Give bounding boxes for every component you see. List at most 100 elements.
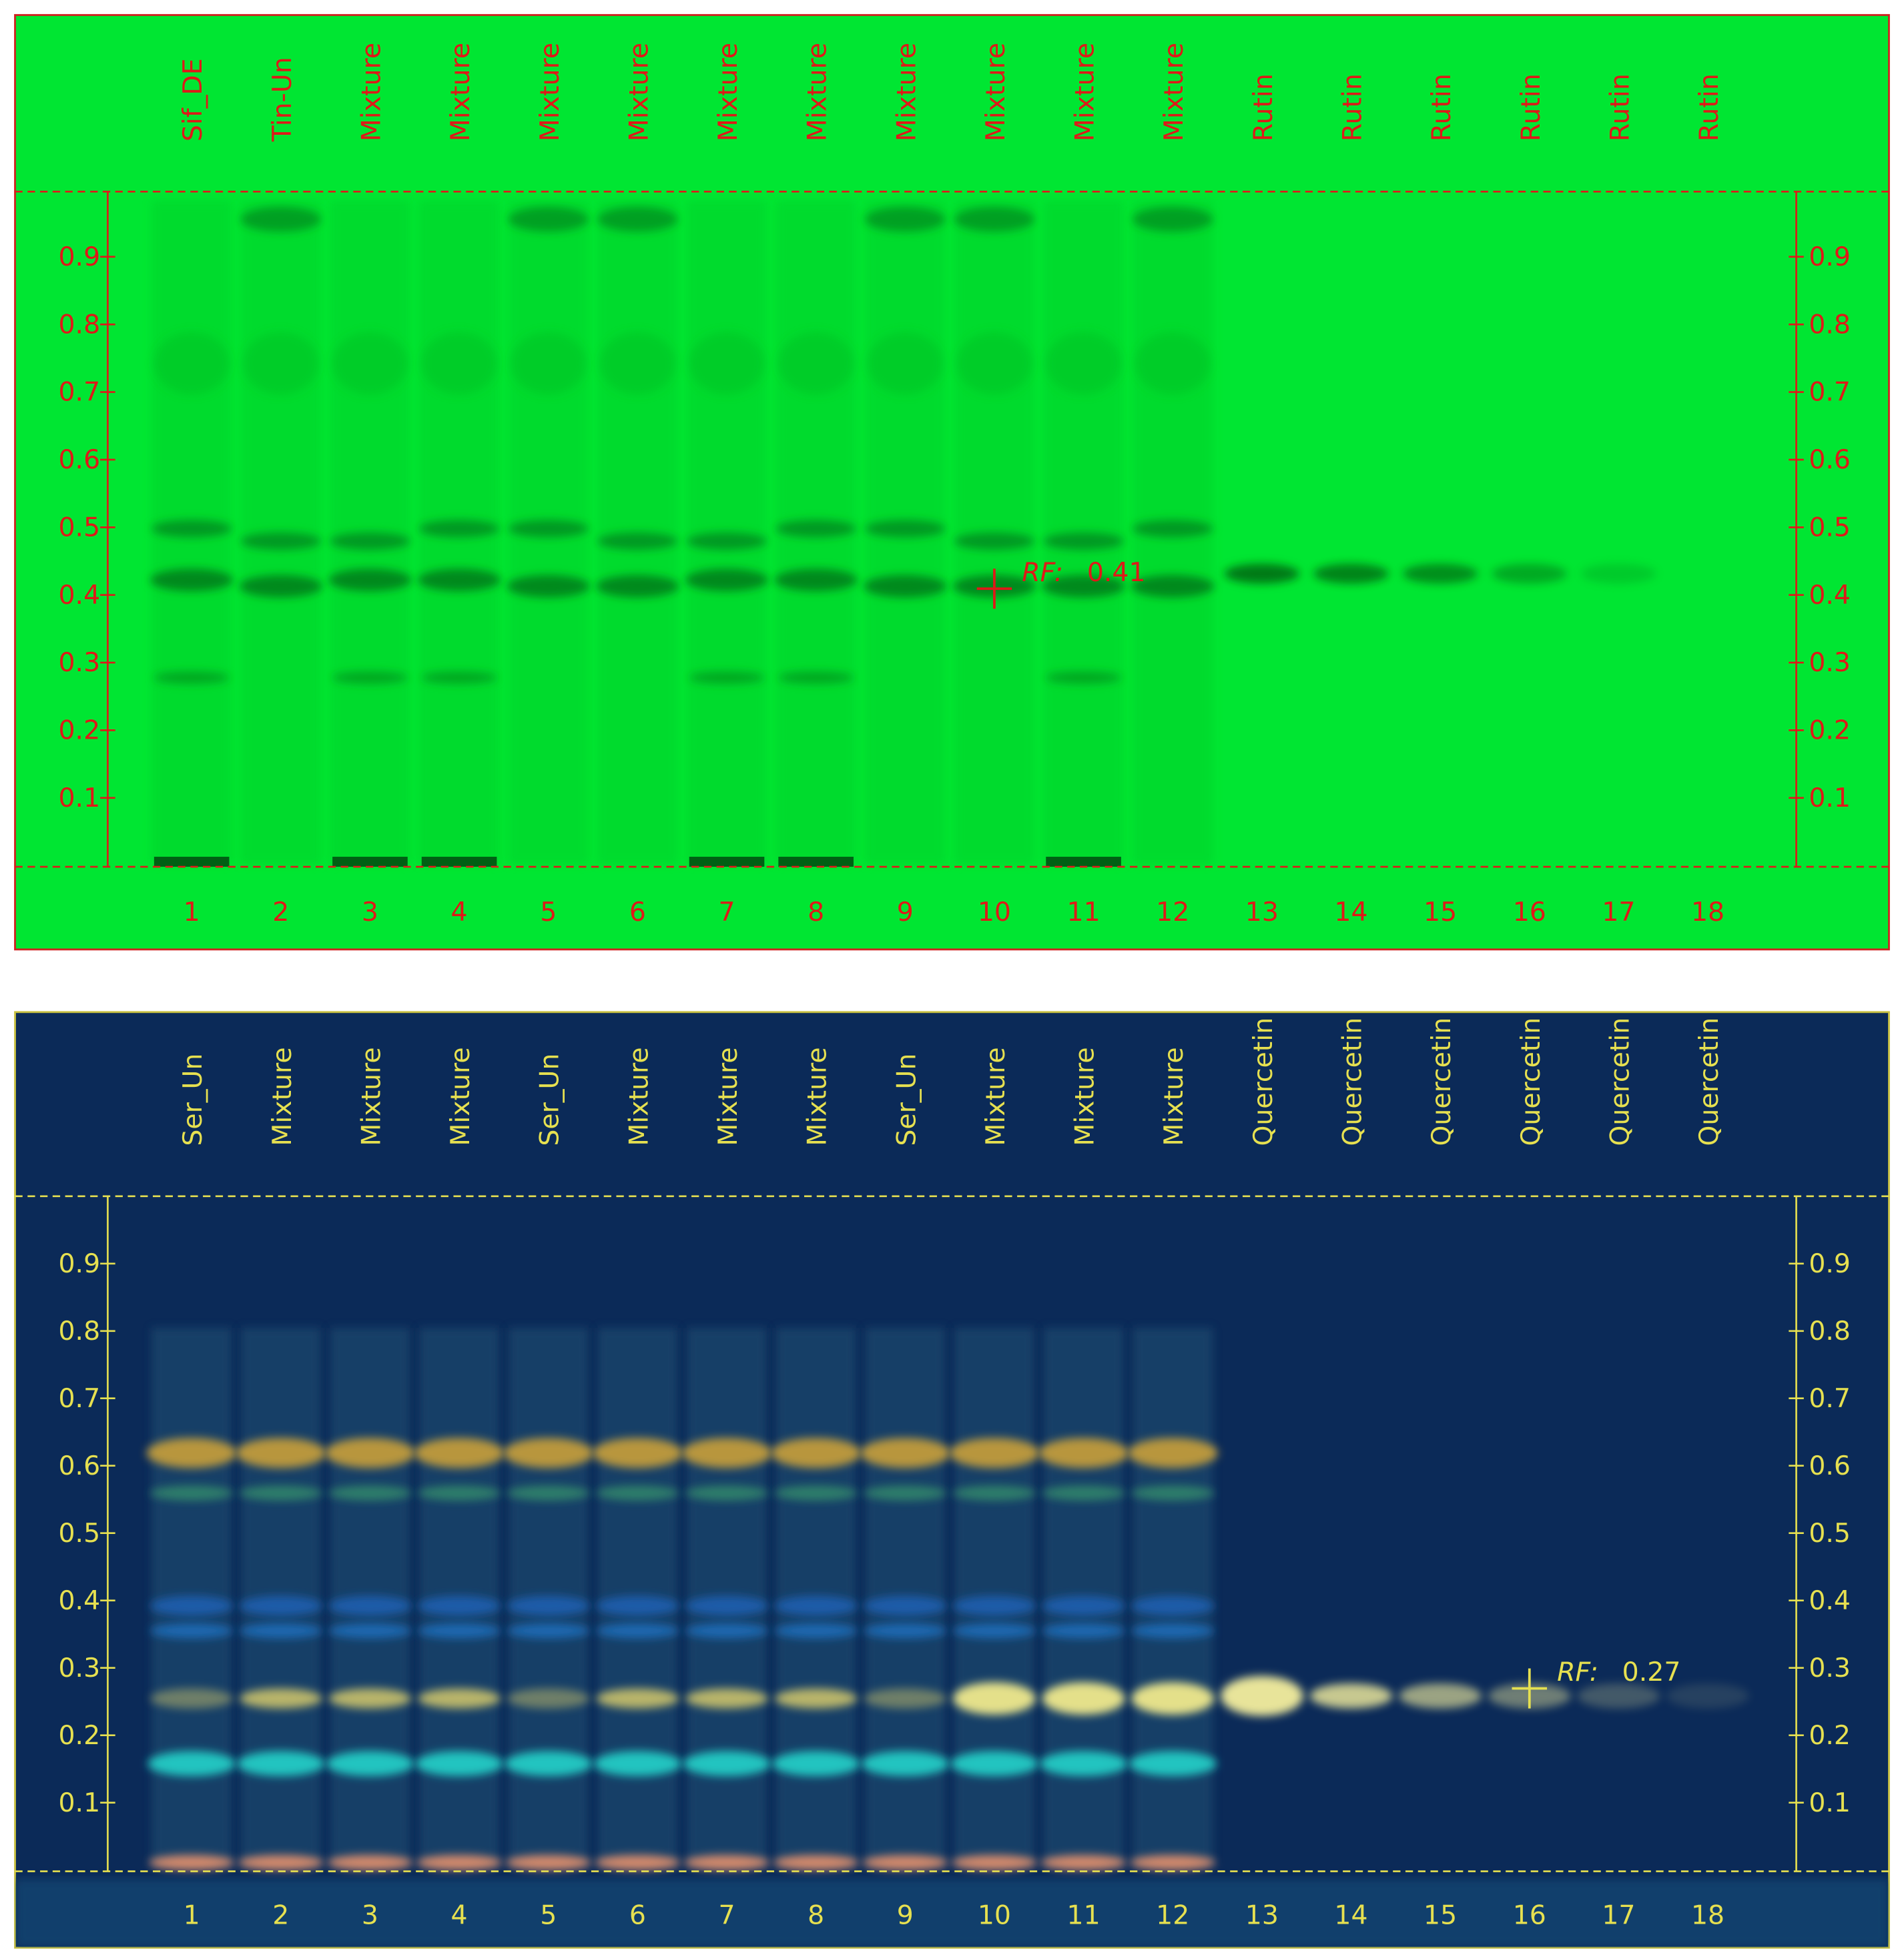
lane-number: 7 xyxy=(718,1900,735,1930)
lane-number: 9 xyxy=(897,897,914,927)
rf-label: 0.6 xyxy=(58,444,100,475)
lane-label: Mixture xyxy=(1159,1047,1189,1146)
band xyxy=(1040,1855,1127,1870)
band xyxy=(414,1438,505,1469)
rf-label: 0.6 xyxy=(1809,444,1851,475)
origin-spot xyxy=(421,857,497,867)
front-band xyxy=(865,206,946,232)
band xyxy=(236,1438,326,1469)
lane-label: Ser_Un xyxy=(891,1054,922,1146)
lane-label: Mixture xyxy=(445,1047,476,1146)
lane-number: 15 xyxy=(1423,897,1457,927)
band xyxy=(596,1688,679,1709)
plate-1 xyxy=(14,14,1890,951)
front-band xyxy=(1133,206,1213,232)
lane-label: Mixture xyxy=(623,1047,654,1146)
band xyxy=(689,332,765,395)
band xyxy=(239,1688,322,1709)
lane-streak xyxy=(597,200,678,865)
rf-annotation-label: RF: xyxy=(1022,557,1063,588)
band xyxy=(239,1485,322,1501)
band xyxy=(505,1751,593,1776)
band xyxy=(953,1623,1036,1639)
lane-label: Mixture xyxy=(1070,1047,1100,1146)
lane-label: Mixture xyxy=(980,1047,1011,1146)
band xyxy=(239,1623,322,1639)
lane-number: 16 xyxy=(1513,897,1546,927)
band xyxy=(861,1751,949,1776)
band xyxy=(953,1595,1036,1616)
band xyxy=(864,1485,947,1501)
band xyxy=(1042,574,1125,598)
rf-label: 0.2 xyxy=(1809,715,1851,746)
band xyxy=(418,1688,501,1709)
lane-number: 10 xyxy=(978,897,1011,927)
band xyxy=(507,1688,590,1709)
lane-number: 13 xyxy=(1245,1900,1279,1930)
lane-number: 13 xyxy=(1245,897,1279,927)
band xyxy=(1577,1683,1660,1709)
band xyxy=(332,671,408,684)
lane-number: 18 xyxy=(1691,1900,1724,1930)
band xyxy=(503,1438,594,1469)
lane-label: Mixture xyxy=(802,43,833,141)
rf-annotation-value: 0.27 xyxy=(1622,1657,1681,1687)
plate-edge xyxy=(15,1878,1889,1948)
lane-number: 8 xyxy=(808,1900,824,1930)
lane-label: Rutin xyxy=(1694,73,1724,141)
band xyxy=(415,1751,503,1776)
lane-label: Quercetin xyxy=(1248,1018,1279,1146)
lane-number: 4 xyxy=(451,1900,468,1930)
lane-number: 12 xyxy=(1156,897,1189,927)
lane-label: Rutin xyxy=(1337,73,1368,141)
lane-number: 6 xyxy=(629,897,646,927)
band xyxy=(150,1688,234,1709)
lane-label: Rutin xyxy=(1248,73,1279,141)
lane-label: Quercetin xyxy=(1426,1018,1457,1146)
lane-label: Rutin xyxy=(1426,73,1457,141)
rf-label: 0.1 xyxy=(58,1788,100,1818)
band xyxy=(153,332,230,395)
band xyxy=(1399,1683,1482,1709)
band xyxy=(1038,1438,1129,1469)
band xyxy=(774,1485,858,1501)
rf-label: 0.8 xyxy=(1809,1316,1851,1346)
rf-label: 0.2 xyxy=(58,1720,100,1751)
lane-label: Mixture xyxy=(356,43,386,141)
rf-annotation-value: 0.41 xyxy=(1087,557,1146,588)
band xyxy=(1042,1682,1125,1715)
band xyxy=(596,1595,679,1616)
band xyxy=(685,1595,768,1616)
band xyxy=(597,532,678,550)
band xyxy=(864,574,947,598)
plate-2-layer: 0.9 0.9 0.8 0.8 0.7 0.7 0.6 0.6 0.5 0.5 0.4 0.4 0.3 0… xyxy=(15,1018,1889,1948)
band xyxy=(418,1595,501,1616)
band xyxy=(1130,1855,1216,1870)
band xyxy=(592,1438,683,1469)
band xyxy=(147,1751,236,1776)
band xyxy=(1043,532,1124,550)
band xyxy=(328,1595,412,1616)
rf-label: 0.3 xyxy=(1809,647,1851,678)
lane-number: 18 xyxy=(1691,897,1724,927)
lane-number: 14 xyxy=(1334,1900,1367,1930)
band xyxy=(1131,1595,1215,1616)
lane-label: Rutin xyxy=(1604,73,1635,141)
band xyxy=(774,1623,858,1639)
rf-label: 0.8 xyxy=(58,1316,100,1346)
band xyxy=(330,532,410,550)
rf-label: 0.5 xyxy=(1809,1518,1851,1549)
lane-streak xyxy=(330,200,410,865)
origin-spot xyxy=(778,857,854,867)
band xyxy=(239,1595,322,1616)
lane-number: 16 xyxy=(1513,1900,1546,1930)
band xyxy=(864,1688,947,1709)
lane-number: 4 xyxy=(451,897,468,927)
band xyxy=(775,520,856,538)
band xyxy=(508,520,589,538)
band xyxy=(328,1485,412,1501)
lane-number: 17 xyxy=(1602,1900,1635,1930)
lane-number: 2 xyxy=(272,897,289,927)
origin-spot xyxy=(153,857,230,867)
band xyxy=(149,1855,234,1870)
